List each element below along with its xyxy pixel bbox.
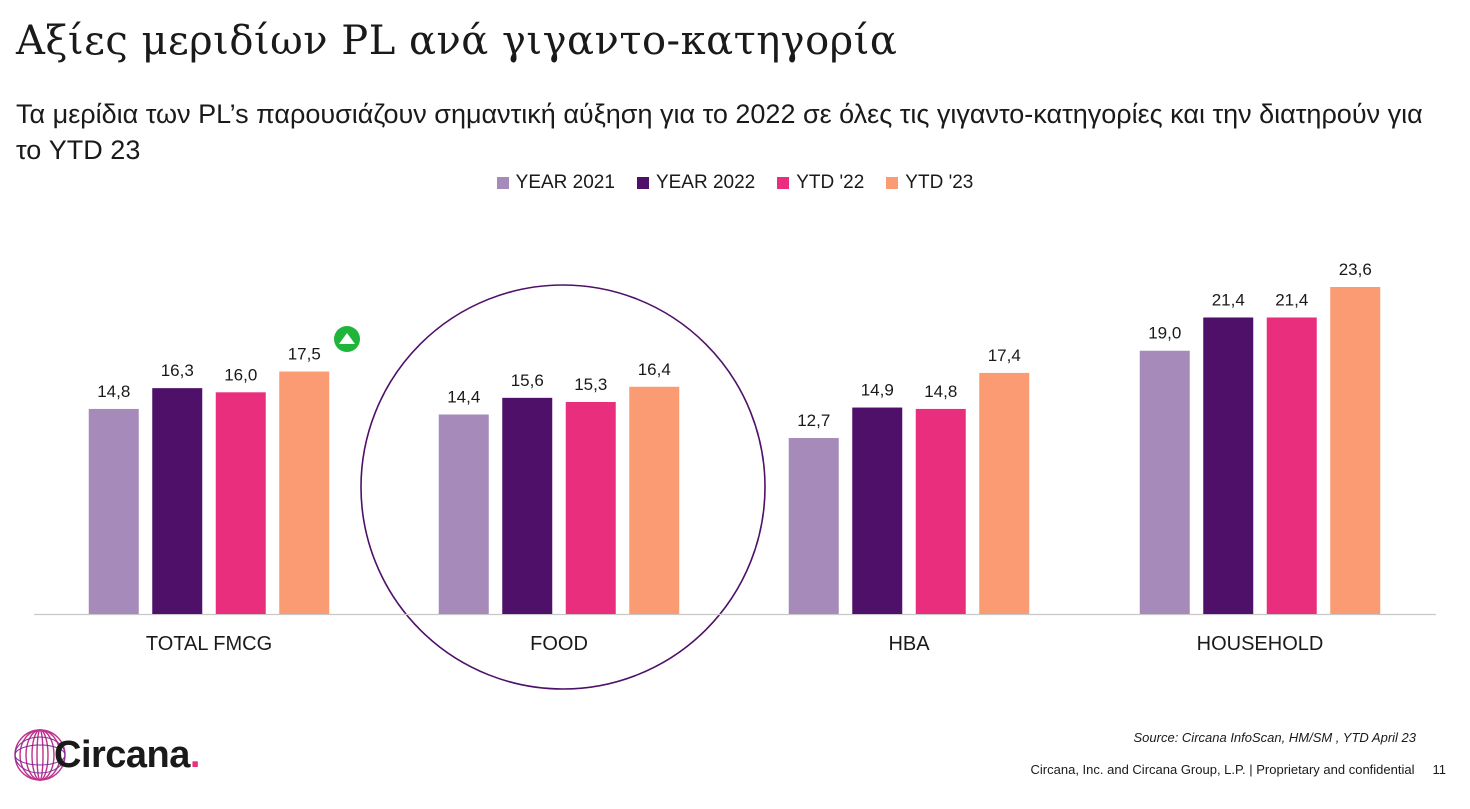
legend-item-ytd-22: YTD '22 [777, 172, 864, 194]
slide-title: Αξίες μεριδίων PL ανά γιγαντο-κατηγορία [16, 18, 898, 64]
legend-label: YEAR 2022 [655, 172, 756, 193]
category-label: FOOD [530, 633, 588, 655]
data-label: 17,5 [288, 345, 321, 364]
category-label: HBA [888, 633, 930, 655]
legend-swatch [636, 177, 649, 189]
page-number: 11 [1432, 762, 1447, 777]
legend-swatch [886, 177, 899, 189]
data-label: 12,7 [797, 411, 830, 430]
up-arrow-badge-icon [334, 326, 360, 352]
legend-label: YTD '22 [796, 172, 865, 193]
bar [152, 388, 203, 614]
data-label: 14,4 [447, 387, 480, 406]
logo-wordmark: Circana. [54, 733, 200, 776]
slide-subtitle: Τα μερίδια των PL’s παρουσιάζουν σημαντι… [16, 99, 1423, 165]
bar [565, 402, 616, 614]
legend-item-ytd-23: YTD '23 [886, 172, 973, 194]
bar [502, 397, 553, 614]
footer-company: Circana, Inc. and Circana Group, L.P. | … [1030, 762, 1415, 777]
data-label: 15,6 [511, 371, 544, 390]
data-label: 16,3 [161, 361, 194, 380]
bar [852, 407, 903, 614]
chart-legend: YEAR 2021 YEAR 2022 YTD '22 YTD '23 [0, 172, 1470, 194]
bar [788, 438, 839, 614]
bar [979, 372, 1030, 614]
data-label: 14,8 [97, 382, 130, 401]
legend-label: YTD '23 [905, 172, 974, 193]
data-label: 21,4 [1275, 290, 1308, 309]
footer: Circana, Inc. and Circana Group, L.P. | … [1031, 762, 1446, 777]
category-label: TOTAL FMCG [146, 633, 272, 655]
data-label: 15,3 [574, 375, 607, 394]
legend-label: YEAR 2021 [515, 172, 615, 193]
bar [1203, 317, 1254, 614]
data-label: 21,4 [1212, 290, 1245, 309]
category-label: HOUSEHOLD [1197, 633, 1324, 655]
bar [629, 386, 680, 614]
data-label: 16,0 [224, 365, 257, 384]
legend-swatch [777, 177, 790, 189]
food-highlight-circle [360, 284, 766, 690]
legend-item-year-2022: YEAR 2022 [636, 172, 756, 194]
legend-item-year-2021: YEAR 2021 [496, 172, 615, 194]
data-label: 14,8 [924, 382, 957, 401]
bar [1330, 287, 1381, 614]
bar [1139, 350, 1190, 614]
data-label: 23,6 [1339, 260, 1372, 279]
bar [88, 408, 139, 614]
bar [215, 392, 266, 614]
data-label: 14,9 [861, 381, 894, 400]
circana-logo: Circana. [12, 727, 200, 783]
bar [279, 371, 330, 614]
bar [915, 408, 966, 614]
bar [1266, 317, 1317, 614]
data-label: 16,4 [638, 360, 671, 379]
source-note: Source: Circana InfoScan, HM/SM , YTD Ap… [1133, 730, 1417, 745]
data-label: 17,4 [988, 346, 1021, 365]
bar-chart: 14,8 16,3 16,0 17,5 TOTAL FMCG 14,4 15,6 15,3 16… [34, 260, 1436, 690]
data-label: 19,0 [1148, 324, 1181, 343]
legend-swatch [496, 177, 509, 189]
circana-globe-icon [14, 729, 66, 781]
bar [438, 414, 489, 614]
